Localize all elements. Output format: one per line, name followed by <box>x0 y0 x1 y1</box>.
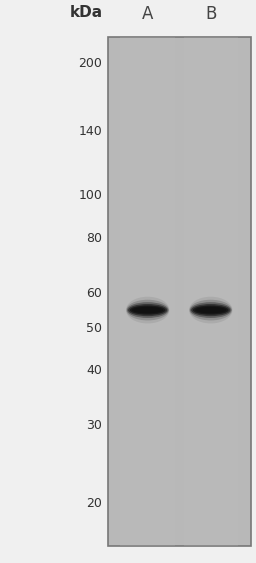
Ellipse shape <box>189 300 232 320</box>
Ellipse shape <box>191 304 230 316</box>
Ellipse shape <box>138 309 158 311</box>
Ellipse shape <box>195 307 226 314</box>
Text: kDa: kDa <box>69 5 102 20</box>
Ellipse shape <box>190 302 231 318</box>
Text: 20: 20 <box>87 497 102 510</box>
Bar <box>120 37 175 546</box>
Ellipse shape <box>126 300 169 320</box>
Ellipse shape <box>128 304 167 316</box>
Bar <box>184 37 238 546</box>
Text: 140: 140 <box>79 125 102 138</box>
Text: 50: 50 <box>86 322 102 335</box>
Ellipse shape <box>193 306 229 315</box>
Ellipse shape <box>135 308 161 312</box>
Ellipse shape <box>132 307 163 314</box>
Text: 80: 80 <box>86 232 102 245</box>
Ellipse shape <box>201 309 221 311</box>
Ellipse shape <box>126 297 169 324</box>
Text: B: B <box>205 5 216 23</box>
Text: 200: 200 <box>79 57 102 70</box>
Text: 60: 60 <box>87 287 102 300</box>
Text: 40: 40 <box>87 364 102 377</box>
Ellipse shape <box>130 306 165 315</box>
Text: 100: 100 <box>79 189 102 202</box>
Ellipse shape <box>127 302 168 318</box>
Ellipse shape <box>198 308 224 312</box>
Ellipse shape <box>189 297 232 324</box>
Text: A: A <box>142 5 153 23</box>
Bar <box>108 37 251 546</box>
Text: 30: 30 <box>87 419 102 432</box>
